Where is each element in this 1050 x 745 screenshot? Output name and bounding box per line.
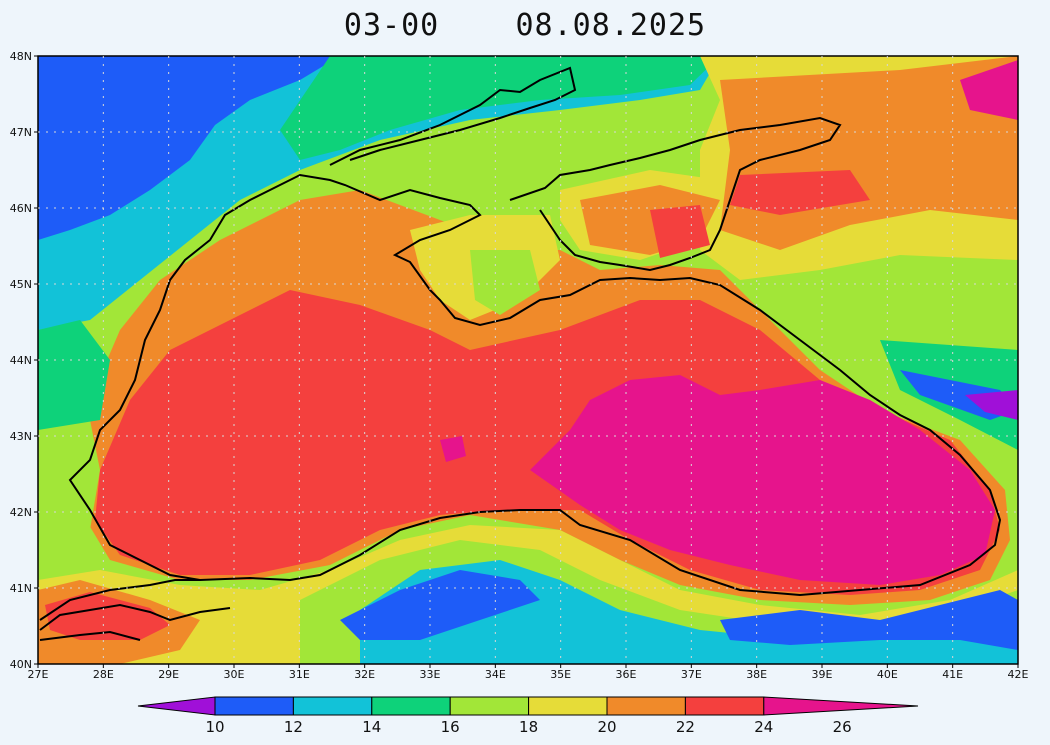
colorbar-label: 20 <box>597 718 616 736</box>
lon-label: 34E <box>485 668 506 681</box>
lon-label: 27E <box>28 668 49 681</box>
lon-label: 35E <box>550 668 571 681</box>
colorbar-label: 10 <box>205 718 224 736</box>
colorbar-label: 18 <box>519 718 538 736</box>
sst-band-10-east <box>965 390 1018 420</box>
coast-north <box>39 173 1002 621</box>
lon-label: 31E <box>289 668 310 681</box>
sst-band-16 <box>280 56 720 160</box>
lon-label: 32E <box>354 668 375 681</box>
coast-marmara <box>39 603 231 631</box>
title-time: 03-00 <box>343 8 440 43</box>
coast-dnieper <box>329 66 577 166</box>
colorbar-arrow-left <box>137 696 216 716</box>
lon-label: 28E <box>93 668 114 681</box>
lat-label: 48N <box>10 50 32 63</box>
colorbar-segment <box>371 696 451 716</box>
sst-band-18-east <box>740 280 1018 470</box>
lat-label: 47N <box>10 126 32 139</box>
lon-label: 38E <box>746 668 767 681</box>
coast-azov <box>509 116 842 272</box>
lat-label: 42N <box>10 506 32 519</box>
lat-label: 44N <box>10 354 32 367</box>
lon-label: 30E <box>224 668 245 681</box>
map-title: 03-00 08.08.2025 <box>0 8 1050 43</box>
lon-label: 33E <box>420 668 441 681</box>
sst-band-18-crimea <box>470 250 540 315</box>
colorbar-segment <box>292 696 373 716</box>
lat-label: 41N <box>10 582 32 595</box>
sst-band-14-se <box>720 590 1018 650</box>
colorbar-label: 22 <box>676 718 695 736</box>
colorbar-arrow-right <box>763 696 919 716</box>
colorbar-label: 16 <box>441 718 460 736</box>
lat-label: 40N <box>10 658 32 671</box>
lat-label: 46N <box>10 202 32 215</box>
colorbar-segment <box>214 696 294 716</box>
colorbar-label: 24 <box>754 718 773 736</box>
axis-ticks: 27E 28E 29E 30E 31E 32E 33E 34E 35E 36E 37E 38E 39E 4… <box>10 50 1029 681</box>
sst-band-25-azov-s <box>650 205 710 258</box>
sst-band-12 <box>38 56 340 240</box>
colorbar: 10 12 14 16 18 20 22 24 26 <box>137 696 919 736</box>
lat-label: 45N <box>10 278 32 291</box>
coast-marmara-s <box>39 630 141 641</box>
sst-band-25-sw <box>45 592 170 640</box>
colorbar-segment <box>606 696 686 716</box>
sst-spot-26-west <box>440 436 466 462</box>
lon-label: 29E <box>158 668 179 681</box>
grid <box>38 56 1018 664</box>
colorbar-label: 26 <box>833 718 852 736</box>
lon-label: 40E <box>877 668 898 681</box>
lon-label: 41E <box>942 668 963 681</box>
sst-band-26 <box>530 375 995 585</box>
sst-band-16-west <box>38 320 110 430</box>
title-date: 08.08.2025 <box>515 8 707 43</box>
colorbar-segment <box>684 696 765 716</box>
colorbar-segment <box>528 696 608 716</box>
colorbar-segment <box>449 696 530 716</box>
coastline <box>39 66 1002 641</box>
lat-label: 43N <box>10 430 32 443</box>
sst-band-26-ne <box>960 60 1018 120</box>
colorbar-label: 14 <box>362 718 381 736</box>
lon-label: 36E <box>616 668 637 681</box>
lon-label: 37E <box>681 668 702 681</box>
colorbar-label: 12 <box>284 718 303 736</box>
sst-band-25-azov <box>730 170 870 215</box>
lon-label: 39E <box>812 668 833 681</box>
sst-field <box>38 56 1018 664</box>
sst-band-14-south <box>340 570 540 640</box>
lon-label: 42E <box>1008 668 1029 681</box>
